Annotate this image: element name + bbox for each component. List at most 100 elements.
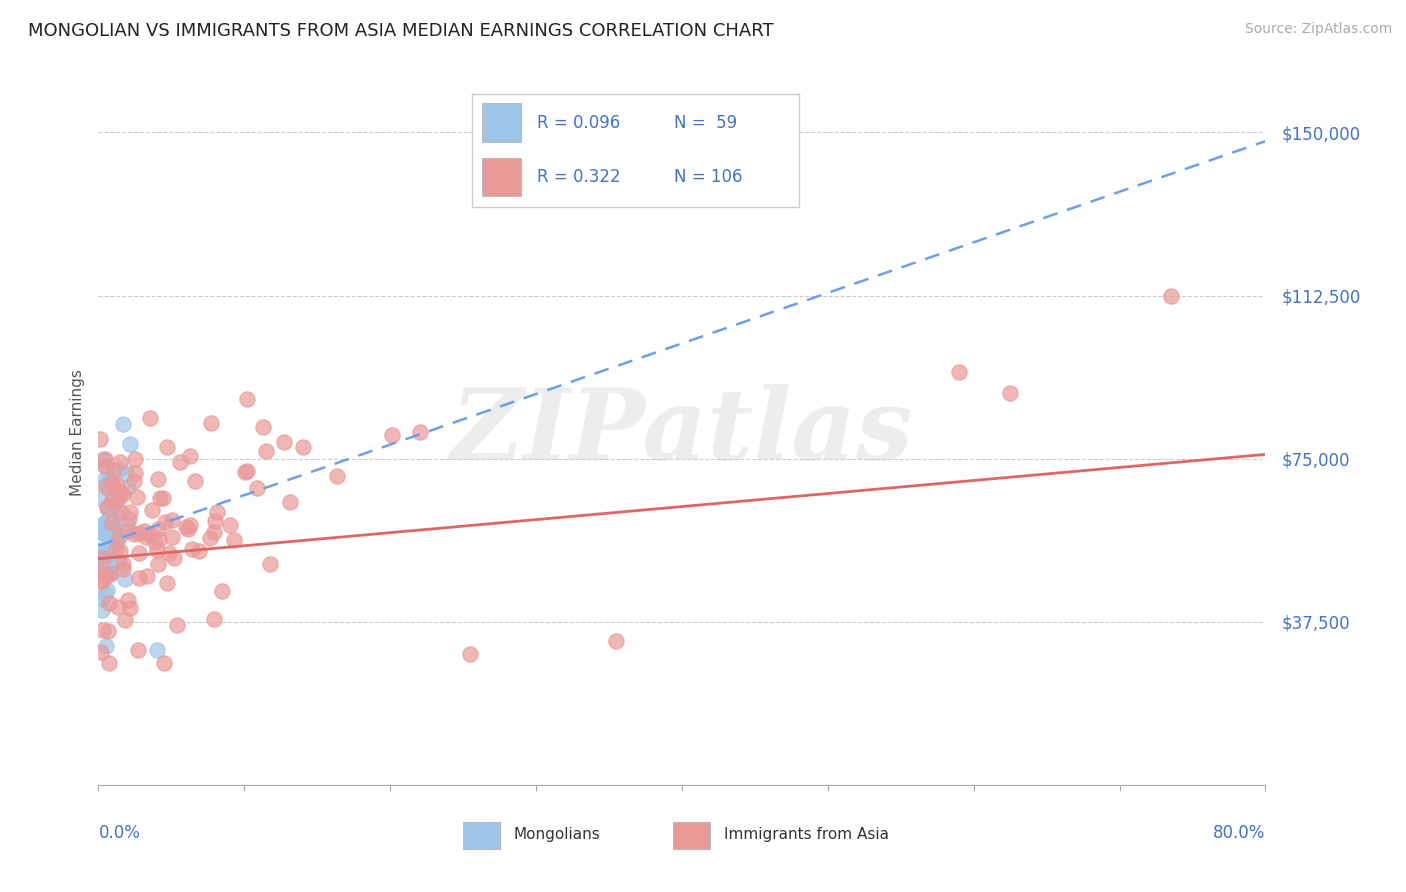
Point <box>90 520 112 534</box>
Point <box>94 460 117 475</box>
Point <box>89 566 111 580</box>
Point <box>205 505 228 519</box>
Point <box>139 411 162 425</box>
Point <box>104 522 127 536</box>
Point <box>107 534 129 549</box>
Point <box>128 526 150 541</box>
Point <box>114 572 136 586</box>
Point <box>98 474 121 488</box>
Point <box>124 452 146 467</box>
Point <box>110 485 132 500</box>
Point <box>179 518 201 533</box>
Point <box>89 491 111 506</box>
Point <box>89 552 111 566</box>
Point <box>146 643 169 657</box>
Point <box>104 541 127 556</box>
Point <box>156 440 179 454</box>
Point <box>89 574 111 589</box>
Point <box>120 600 142 615</box>
Point <box>135 569 157 583</box>
Point <box>156 576 179 591</box>
Point <box>101 516 124 530</box>
Point <box>409 425 432 439</box>
Point <box>135 530 157 544</box>
Point <box>219 517 242 532</box>
Point <box>146 557 169 571</box>
Point <box>153 515 176 529</box>
Point <box>280 495 302 509</box>
Text: ZIPatlas: ZIPatlas <box>451 384 912 481</box>
Point <box>96 560 118 574</box>
Point <box>145 535 167 549</box>
Point <box>91 574 114 589</box>
Point <box>124 474 146 488</box>
Point <box>101 497 124 511</box>
Point <box>146 522 169 536</box>
Point <box>181 542 204 557</box>
Point <box>104 506 127 520</box>
Point <box>122 526 145 541</box>
Point <box>93 587 115 601</box>
Point <box>198 532 221 546</box>
Point <box>100 493 122 508</box>
Point <box>93 527 115 541</box>
Point <box>94 458 117 473</box>
Point <box>96 548 118 562</box>
Point <box>97 530 120 544</box>
Point <box>89 543 111 558</box>
Point <box>108 455 131 469</box>
Point <box>108 491 131 505</box>
Point <box>103 533 125 547</box>
Point <box>252 420 274 434</box>
Point <box>89 558 111 572</box>
Point <box>91 623 114 637</box>
Point <box>211 583 233 598</box>
Point <box>98 549 121 563</box>
Point <box>97 596 120 610</box>
Point <box>128 546 150 560</box>
Point <box>98 566 121 581</box>
Point <box>169 455 191 469</box>
Point <box>157 546 180 560</box>
Point <box>152 491 174 505</box>
Text: 0.0%: 0.0% <box>98 824 141 842</box>
Point <box>115 524 138 539</box>
Point <box>117 480 139 494</box>
Point <box>105 478 128 492</box>
Point <box>103 546 125 560</box>
Point <box>204 515 226 529</box>
Point <box>108 554 131 568</box>
Point <box>202 612 225 626</box>
Point <box>108 461 131 475</box>
Point <box>118 436 141 450</box>
Point <box>291 440 314 454</box>
Point <box>114 613 136 627</box>
Point <box>222 533 245 548</box>
Point <box>112 487 135 501</box>
Text: MONGOLIAN VS IMMIGRANTS FROM ASIA MEDIAN EARNINGS CORRELATION CHART: MONGOLIAN VS IMMIGRANTS FROM ASIA MEDIAN… <box>28 22 773 40</box>
Point <box>125 491 148 505</box>
Point <box>93 567 115 582</box>
Point <box>460 648 482 662</box>
Point <box>91 525 114 540</box>
Point <box>107 599 129 614</box>
Point <box>108 544 131 558</box>
Point <box>101 519 124 533</box>
Point <box>166 618 188 632</box>
Point <box>148 532 170 546</box>
Point <box>94 543 117 558</box>
Point <box>110 505 132 519</box>
Point <box>94 471 117 485</box>
Point <box>246 481 269 495</box>
Point <box>97 510 120 524</box>
Point <box>118 505 141 519</box>
Point <box>117 593 139 607</box>
Text: Source: ZipAtlas.com: Source: ZipAtlas.com <box>1244 22 1392 37</box>
Point <box>93 516 115 531</box>
Point <box>174 520 197 534</box>
Point <box>97 475 120 489</box>
Point <box>96 501 118 516</box>
Point <box>98 565 121 579</box>
Point <box>101 537 124 551</box>
Point <box>605 634 627 648</box>
